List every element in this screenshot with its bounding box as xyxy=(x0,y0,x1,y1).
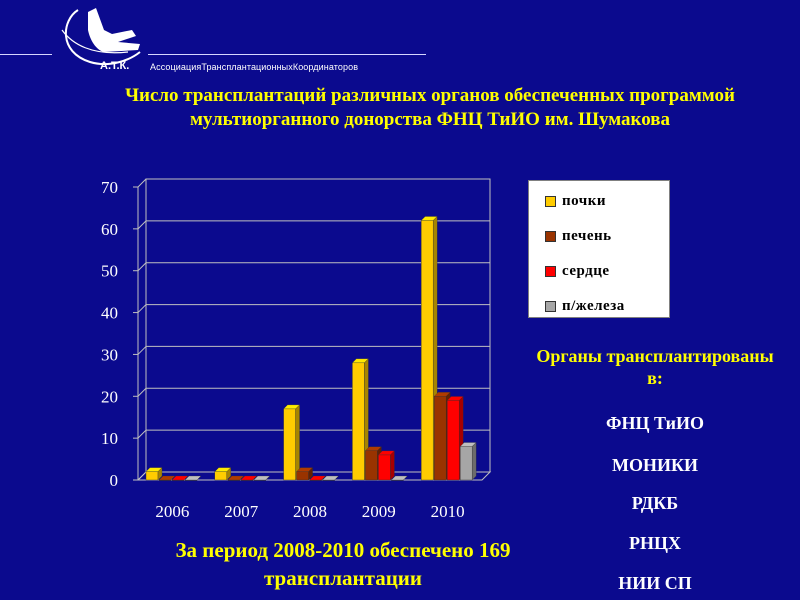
legend-swatch xyxy=(545,300,556,312)
bar xyxy=(352,362,365,481)
bar xyxy=(214,471,228,481)
organization-item: МОНИКИ xyxy=(611,455,699,475)
legend-item: п/железа xyxy=(545,296,625,316)
legend-item: печень xyxy=(545,226,612,246)
y-tick-label: 50 xyxy=(101,262,118,281)
bar-side xyxy=(321,475,326,481)
gridline-diagonal xyxy=(137,346,147,355)
bar-side xyxy=(472,442,477,481)
legend-label: почки xyxy=(562,192,606,209)
bar-side xyxy=(252,475,257,481)
bar-side xyxy=(157,467,163,481)
gridline-diagonal xyxy=(137,471,147,481)
bar-side xyxy=(390,450,395,481)
x-tick-label: 2007 xyxy=(224,502,259,521)
organization-item: РДКБ xyxy=(631,493,679,513)
legend-label: печень xyxy=(562,227,612,244)
bar-side xyxy=(295,404,300,481)
bar-side xyxy=(239,475,244,481)
footer-summary: За период 2008-2010 обеспечено 169 транс… xyxy=(175,538,511,590)
bar xyxy=(378,454,391,481)
bar-side xyxy=(334,475,339,481)
legend-label: сердце xyxy=(562,262,610,279)
bar xyxy=(296,471,309,481)
bar xyxy=(365,450,378,481)
bar-side xyxy=(226,467,231,481)
bar xyxy=(434,396,447,481)
legend-item: почки xyxy=(545,191,606,211)
bar xyxy=(460,446,473,481)
logo-name: АссоциацияТрансплантационныхКоординаторо… xyxy=(150,62,359,72)
logo-abbreviation: А.Т.К. xyxy=(100,60,130,72)
chart-legend: почки печень сердце п/железа xyxy=(528,180,670,318)
y-tick-label: 0 xyxy=(110,471,119,490)
gridline-diagonal xyxy=(137,387,147,397)
legend-swatch xyxy=(545,195,556,207)
gridline-diagonal xyxy=(137,220,147,230)
organization-item: НИИ СП xyxy=(618,573,692,593)
legend-swatch xyxy=(545,230,556,242)
bar-side xyxy=(170,475,176,481)
slide-title: Число трансплантаций различных органов о… xyxy=(125,85,735,130)
bar xyxy=(447,400,460,481)
y-tick-label: 30 xyxy=(101,345,118,364)
y-tick-label: 10 xyxy=(101,429,118,448)
hands-logo-icon xyxy=(61,8,141,66)
y-tick-label: 60 xyxy=(101,220,118,239)
logo-rule-left xyxy=(0,54,52,55)
legend-label: п/железа xyxy=(562,297,625,314)
legend-item: сердце xyxy=(545,261,610,281)
bar-side xyxy=(183,475,189,481)
x-tick-label: 2010 xyxy=(431,502,465,521)
bar-side xyxy=(403,475,408,481)
bar xyxy=(283,408,296,481)
x-tick-label: 2009 xyxy=(362,502,396,521)
organization-item: ФНЦ ТиИО xyxy=(606,413,704,433)
bar-chart: 0 10 20 30 40 50 60 70 2006 2007 2008 2009 2010 xyxy=(101,178,492,521)
organization-item: РНЦХ xyxy=(629,533,681,553)
bar-side xyxy=(308,467,313,481)
legend-swatch xyxy=(545,265,556,277)
gridline-diagonal xyxy=(137,429,147,439)
bar xyxy=(421,220,434,481)
bar xyxy=(145,471,159,481)
gridline-diagonal xyxy=(137,178,147,188)
y-tick-label: 40 xyxy=(101,304,118,323)
organs-heading: Органы трансплантированы в: xyxy=(536,346,774,388)
logo: А.Т.К. АссоциацияТрансплантационныхКоорд… xyxy=(0,0,440,80)
x-tick-label: 2006 xyxy=(155,502,189,521)
bar-side xyxy=(196,475,202,481)
logo-rule-right xyxy=(148,54,426,55)
gridline-diagonal xyxy=(137,262,147,272)
gridline-diagonal xyxy=(137,304,147,313)
y-tick-label: 20 xyxy=(101,387,118,406)
y-tick-label: 70 xyxy=(101,178,118,197)
x-tick-label: 2008 xyxy=(293,502,327,521)
bar-side xyxy=(265,475,270,481)
